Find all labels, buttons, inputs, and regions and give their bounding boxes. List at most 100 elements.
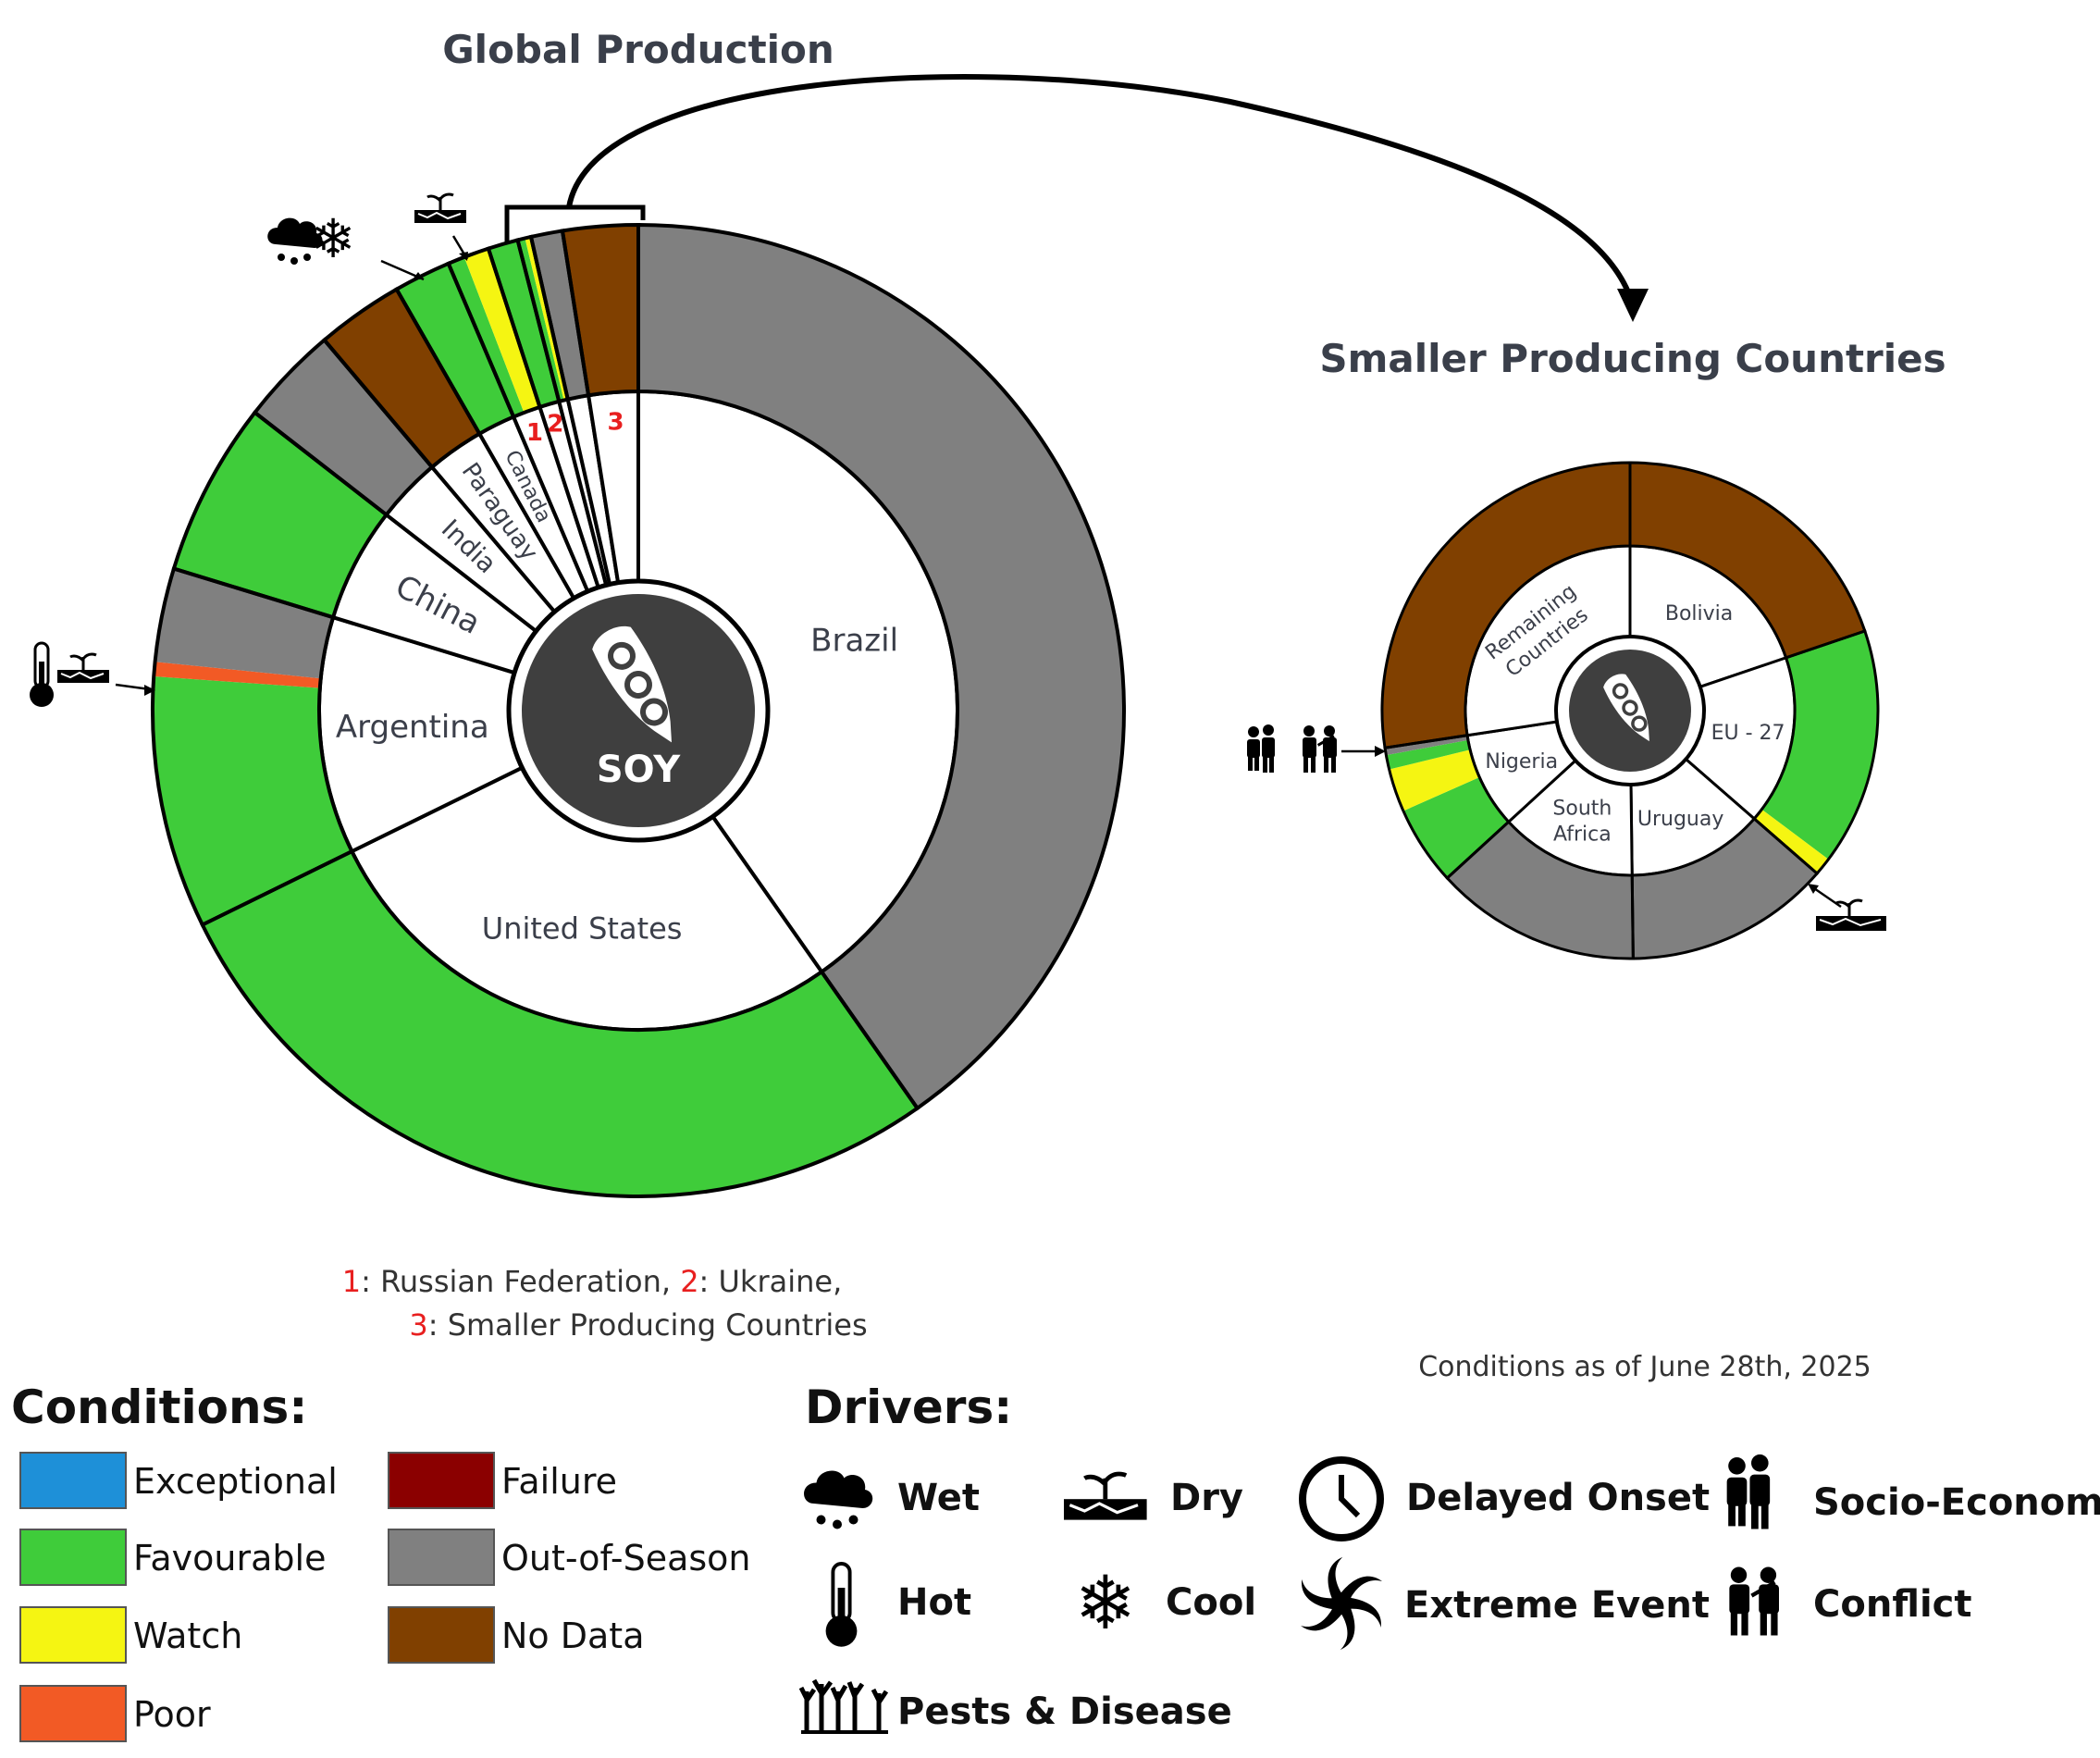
driver-label-conflict: Conflict bbox=[1813, 1583, 1972, 1626]
legend-swatch-out-of-season bbox=[388, 1529, 495, 1586]
drivers-title: Drivers: bbox=[805, 1380, 1012, 1434]
condition-segment-no-data-5-0 bbox=[1382, 463, 1630, 749]
condition-segment-favourable-1-0 bbox=[1761, 630, 1878, 860]
soybean-pod-icon bbox=[592, 625, 672, 743]
driver-label-dry: Dry bbox=[1170, 1477, 1243, 1519]
nigeria-drivers bbox=[1247, 724, 1386, 773]
legend-label-watch: Watch bbox=[133, 1616, 242, 1656]
country-outline-0 bbox=[1628, 461, 1867, 660]
wet-icon bbox=[804, 1470, 873, 1529]
condition-segment-no-data-0-0 bbox=[1630, 463, 1865, 658]
condition-segment-out-of-season-3-0 bbox=[1447, 822, 1634, 959]
condition-segment-out-of-season-2-2 bbox=[154, 568, 334, 679]
conflict-icon bbox=[1303, 725, 1337, 773]
driver-label-wet: Wet bbox=[897, 1477, 980, 1519]
condition-segment-watch-7-1 bbox=[463, 248, 540, 413]
country-outline-11 bbox=[560, 222, 640, 398]
thermometer-icon bbox=[825, 1562, 858, 1647]
driver-label-hot: Hot bbox=[897, 1581, 971, 1624]
condition-segment-watch-1-1 bbox=[1754, 809, 1829, 873]
snowflake-icon: ❄ bbox=[311, 207, 356, 270]
condition-segment-watch-4-1 bbox=[1389, 749, 1480, 811]
pests-disease-icon bbox=[798, 1678, 889, 1734]
canada-drivers: ❄ bbox=[267, 207, 425, 281]
conditions-legend: Exceptional Favourable Watch Poor Failure Out… bbox=[19, 1452, 751, 1742]
driver-label-extreme-event: Extreme Event bbox=[1404, 1584, 1710, 1627]
eu-drivers bbox=[1808, 884, 1886, 931]
label-part: South bbox=[1552, 797, 1612, 820]
legend-swatch-no-data bbox=[388, 1606, 495, 1664]
thermometer-icon bbox=[30, 641, 54, 707]
main-center: SOY bbox=[506, 578, 771, 843]
small-country-label-bolivia: Bolivia bbox=[1665, 602, 1733, 625]
driver-arrow bbox=[115, 683, 151, 691]
legend-swatch-favourable bbox=[19, 1529, 127, 1586]
conflict-icon bbox=[1729, 1566, 1779, 1636]
marker-label-2: 2 bbox=[547, 410, 563, 438]
small-country-label-south-africa: South Africa bbox=[1552, 797, 1612, 846]
condition-segment-out-of-season-0-0 bbox=[638, 225, 1124, 1108]
extreme-event-icon bbox=[1301, 1556, 1382, 1651]
country-label-united-states: United States bbox=[482, 910, 683, 946]
marker-label-3: 3 bbox=[607, 408, 624, 436]
legend-label-out-of-season: Out-of-Season bbox=[501, 1538, 751, 1578]
condition-segment-favourable-6-0 bbox=[396, 263, 514, 434]
snowflake-icon: ❄ bbox=[1074, 1560, 1136, 1646]
dry-icon bbox=[57, 652, 109, 683]
soybean-pod-icon-small bbox=[1603, 674, 1649, 742]
footnote-line-1: 1: Russian Federation, 2: Ukraine, bbox=[342, 1264, 843, 1299]
small-center bbox=[1554, 635, 1706, 786]
conditions-title: Conditions: bbox=[11, 1380, 307, 1434]
condition-segment-favourable-4-2 bbox=[1386, 739, 1471, 770]
driver-label-delayed-onset: Delayed Onset bbox=[1406, 1477, 1710, 1519]
condition-segment-out-of-season-10-0 bbox=[530, 230, 589, 400]
condition-segment-out-of-season-2-0 bbox=[1632, 818, 1818, 959]
country-label-brazil: Brazil bbox=[810, 623, 898, 660]
driver-label-cool: Cool bbox=[1166, 1581, 1256, 1624]
small-country-label-uruguay: Uruguay bbox=[1637, 808, 1724, 831]
label-part: Africa bbox=[1553, 823, 1612, 846]
legend-label-failure: Failure bbox=[501, 1461, 617, 1502]
wet-icon bbox=[267, 217, 323, 265]
country-outline-1 bbox=[200, 848, 920, 1198]
dry-icon bbox=[1064, 1471, 1147, 1520]
country-label-argentina: Argentina bbox=[336, 709, 489, 746]
footnote-number-3: 3 bbox=[409, 1307, 427, 1343]
condition-segment-no-data-11-0 bbox=[562, 225, 638, 396]
smaller-producing-title: Smaller Producing Countries bbox=[1319, 336, 1946, 381]
driver-label-socio-economic: Socio-Economic bbox=[1813, 1481, 2100, 1524]
condition-segment-out-of-season-4-0 bbox=[254, 340, 432, 515]
condition-segment-favourable-1-0 bbox=[202, 851, 918, 1196]
connector-arrow bbox=[566, 74, 1636, 306]
center-label: SOY bbox=[597, 749, 681, 791]
footnote-number-1: 1 bbox=[342, 1264, 361, 1299]
legend-swatch-failure bbox=[388, 1452, 495, 1509]
date-note: Conditions as of June 28th, 2025 bbox=[1418, 1351, 1871, 1383]
legend-swatch-watch bbox=[19, 1606, 127, 1664]
condition-segment-favourable-3-0 bbox=[173, 412, 387, 618]
footnote-ukraine: : Ukraine, bbox=[699, 1264, 843, 1299]
legend-label-no-data: No Data bbox=[501, 1616, 645, 1656]
drivers-legend: Wet Dry Delayed Onset Socio-Economic Hot bbox=[798, 1454, 2100, 1734]
footnote-smaller: : Smaller Producing Countries bbox=[428, 1307, 868, 1343]
footnote-line-2: 3: Smaller Producing Countries bbox=[409, 1307, 867, 1343]
clock-icon bbox=[1299, 1456, 1384, 1541]
marker-label-1: 1 bbox=[526, 419, 543, 447]
small-country-label-eu-27: EU - 27 bbox=[1711, 722, 1785, 745]
bracket-marker bbox=[504, 204, 646, 242]
argentina-drivers bbox=[30, 641, 155, 707]
condition-segment-no-data-5-0 bbox=[324, 289, 480, 467]
legend-swatch-exceptional bbox=[19, 1452, 127, 1509]
driver-label-pests-disease: Pests & Disease bbox=[897, 1690, 1232, 1733]
dry-icon bbox=[414, 192, 466, 223]
legend-label-exceptional: Exceptional bbox=[133, 1461, 338, 1502]
condition-segment-favourable-4-0 bbox=[1402, 777, 1509, 878]
connector-arrowhead bbox=[1617, 289, 1649, 322]
condition-segment-out-of-season-4-3 bbox=[1385, 735, 1468, 756]
legend-label-poor: Poor bbox=[133, 1694, 211, 1735]
dry-icon bbox=[1816, 898, 1886, 931]
small-country-label-nigeria: Nigeria bbox=[1485, 750, 1558, 774]
